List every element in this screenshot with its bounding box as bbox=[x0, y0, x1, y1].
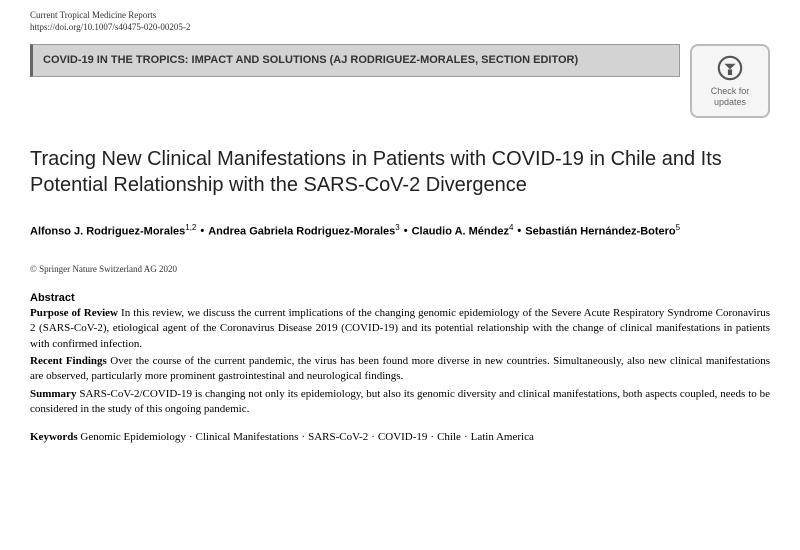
check-updates-label: Check for updates bbox=[702, 86, 758, 108]
author-name: Alfonso J. Rodriguez-Morales bbox=[30, 225, 185, 237]
keyword-item: SARS-CoV-2 bbox=[308, 431, 368, 443]
author-affiliation: 1,2 bbox=[185, 223, 196, 232]
author-separator: • bbox=[200, 225, 204, 237]
check-for-updates-button[interactable]: Check for updates bbox=[690, 44, 770, 118]
findings-label: Recent Findings bbox=[30, 355, 107, 367]
keywords-label: Keywords bbox=[30, 431, 78, 443]
doi-link[interactable]: https://doi.org/10.1007/s40475-020-00205… bbox=[30, 22, 770, 32]
keyword-item: Genomic Epidemiology bbox=[80, 431, 185, 443]
header-row: COVID-19 IN THE TROPICS: IMPACT AND SOLU… bbox=[30, 44, 770, 118]
keywords-section: Keywords Genomic Epidemiology·Clinical M… bbox=[30, 431, 770, 443]
abstract-purpose: Purpose of Review In this review, we dis… bbox=[30, 306, 770, 352]
author-name: Claudio A. Méndez bbox=[412, 225, 509, 237]
keyword-separator: · bbox=[301, 431, 305, 443]
authors-list: Alfonso J. Rodriguez-Morales1,2 • Andrea G… bbox=[30, 222, 770, 240]
purpose-label: Purpose of Review bbox=[30, 307, 118, 319]
author-name: Andrea Gabriela Rodriguez-Morales bbox=[208, 225, 395, 237]
purpose-text: In this review, we discuss the current i… bbox=[30, 307, 770, 350]
abstract-heading: Abstract bbox=[30, 292, 770, 304]
keyword-item: Clinical Manifestations bbox=[196, 431, 299, 443]
summary-label: Summary bbox=[30, 388, 76, 400]
section-banner: COVID-19 IN THE TROPICS: IMPACT AND SOLU… bbox=[30, 44, 680, 77]
keywords-list: Genomic Epidemiology·Clinical Manifestat… bbox=[80, 431, 533, 443]
keyword-separator: · bbox=[371, 431, 375, 443]
author-separator: • bbox=[404, 225, 408, 237]
check-updates-icon bbox=[716, 54, 744, 82]
author-name: Sebastián Hernández-Botero bbox=[525, 225, 675, 237]
keyword-separator: · bbox=[430, 431, 434, 443]
author-affiliation: 4 bbox=[509, 223, 513, 232]
summary-text: SARS-CoV-2/COVID-19 is changing not only… bbox=[30, 388, 770, 415]
abstract-summary: Summary SARS-CoV-2/COVID-19 is changing … bbox=[30, 387, 770, 418]
findings-text: Over the course of the current pandemic,… bbox=[30, 355, 770, 382]
keyword-separator: · bbox=[464, 431, 468, 443]
keyword-item: Chile bbox=[437, 431, 461, 443]
article-title: Tracing New Clinical Manifestations in P… bbox=[30, 146, 770, 198]
author-affiliation: 5 bbox=[676, 223, 680, 232]
copyright-notice: © Springer Nature Switzerland AG 2020 bbox=[30, 264, 770, 274]
author-separator: • bbox=[517, 225, 521, 237]
author-affiliation: 3 bbox=[395, 223, 399, 232]
keyword-item: COVID-19 bbox=[378, 431, 428, 443]
journal-name: Current Tropical Medicine Reports bbox=[30, 10, 770, 20]
keyword-item: Latin America bbox=[471, 431, 534, 443]
abstract-findings: Recent Findings Over the course of the c… bbox=[30, 354, 770, 385]
keyword-separator: · bbox=[189, 431, 193, 443]
